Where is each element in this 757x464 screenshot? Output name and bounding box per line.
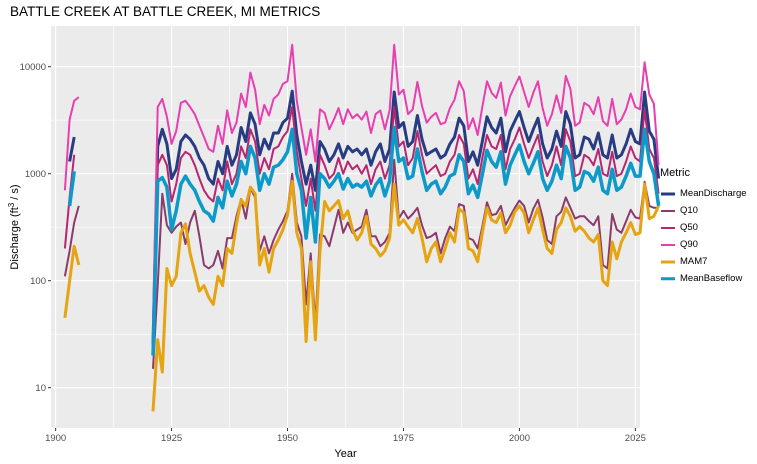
series-line-q50	[152, 106, 660, 356]
chart-title: BATTLE CREEK AT BATTLE CREEK, MI METRICS	[10, 4, 321, 19]
x-tick-label: 2025	[625, 433, 646, 444]
series-line-mean-discharge	[68, 136, 76, 162]
legend-key-q10	[660, 202, 676, 219]
legend-key-mean-discharge	[660, 185, 676, 202]
series-line-mean-baseflow	[67, 171, 76, 207]
series-line-q90	[152, 43, 660, 324]
series-line-mam7	[151, 179, 660, 412]
x-tick-label: 2000	[509, 433, 530, 444]
x-tick-label: 1950	[277, 433, 298, 444]
legend-key-q50	[660, 219, 676, 236]
legend-item-mean-baseflow: MeanBaseflow	[660, 270, 747, 287]
y-axis-title: Discharge (ft3 / s)	[7, 184, 21, 269]
series-line-mean-discharge	[151, 89, 661, 346]
legend-label: Q10	[680, 205, 698, 216]
x-tick-label: 1975	[393, 433, 414, 444]
legend-key-mean-baseflow	[660, 270, 676, 287]
legend-item-q90: Q90	[660, 236, 747, 253]
y-tick-label: 10	[35, 383, 46, 394]
series-line-q90	[63, 96, 80, 191]
legend-label: MeanDischarge	[680, 188, 747, 199]
legend-key-q90	[660, 236, 676, 253]
legend-item-q10: Q10	[660, 202, 747, 219]
legend-label: Q90	[680, 239, 698, 250]
legend-title: Metric	[660, 167, 690, 179]
x-tick-label: 1925	[161, 433, 182, 444]
series-line-mean-baseflow	[151, 125, 661, 356]
legend-label: Q50	[680, 222, 698, 233]
series-line-mam7	[63, 244, 81, 318]
y-tick-label: 1000	[25, 169, 46, 180]
legend-label: MeanBaseflow	[680, 273, 743, 284]
legend-item-mam7: MAM7	[660, 253, 747, 270]
x-tick-label: 1900	[45, 433, 66, 444]
legend: Metric MeanDischarge Q10 Q50 Q90 MAM7 MeanBas…	[660, 167, 747, 287]
legend-label: MAM7	[680, 256, 708, 267]
y-tick-label: 10000	[20, 62, 46, 73]
legend-item-mean-discharge: MeanDischarge	[660, 185, 747, 202]
y-tick-label: 100	[30, 276, 46, 287]
series-line-q10	[63, 205, 80, 277]
x-axis-title: Year	[334, 448, 357, 460]
legend-item-q50: Q50	[660, 219, 747, 236]
legend-key-mam7	[660, 253, 676, 270]
